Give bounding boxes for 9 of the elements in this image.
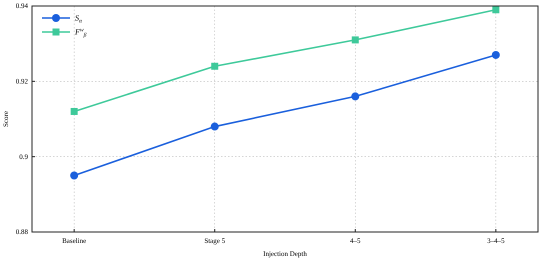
point <box>211 62 218 70</box>
point <box>70 108 78 115</box>
point <box>492 50 500 59</box>
point <box>352 36 359 44</box>
point <box>492 6 500 14</box>
point <box>70 172 78 180</box>
point <box>351 92 360 100</box>
point <box>210 122 219 131</box>
legend-label: S$_{α}$ <box>75 14 83 24</box>
